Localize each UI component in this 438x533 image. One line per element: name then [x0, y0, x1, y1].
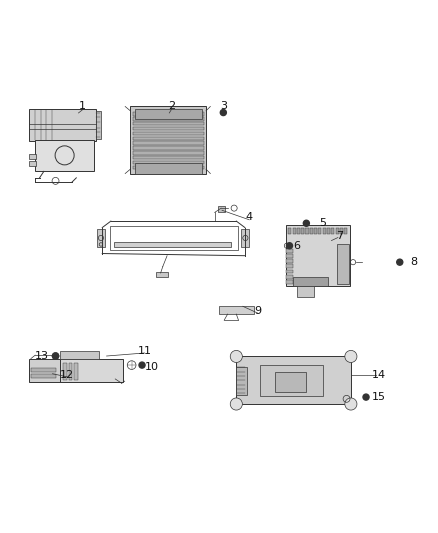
Bar — [29, 154, 35, 159]
Bar — [133, 156, 204, 159]
Bar — [29, 109, 96, 141]
Circle shape — [286, 243, 293, 249]
Bar — [133, 117, 204, 120]
Bar — [133, 146, 204, 150]
Bar — [344, 228, 347, 234]
Text: 12: 12 — [60, 370, 74, 381]
Circle shape — [345, 398, 357, 410]
Circle shape — [230, 398, 242, 410]
Bar — [218, 206, 226, 212]
Bar — [314, 228, 317, 234]
Bar — [68, 363, 72, 380]
Circle shape — [304, 220, 309, 227]
Bar — [96, 111, 101, 139]
Text: 11: 11 — [138, 346, 152, 356]
Bar — [133, 161, 204, 164]
Bar — [133, 166, 204, 169]
Bar — [310, 228, 313, 234]
Bar — [241, 229, 249, 247]
Bar — [35, 140, 94, 172]
Text: 9: 9 — [254, 305, 261, 316]
Bar — [293, 228, 296, 234]
Bar — [305, 228, 308, 234]
Bar — [337, 245, 349, 284]
Bar — [236, 357, 351, 404]
Bar — [286, 254, 293, 258]
Text: 10: 10 — [145, 362, 159, 372]
Bar — [74, 363, 78, 380]
Bar — [219, 306, 254, 314]
Circle shape — [53, 353, 59, 359]
Bar — [97, 229, 105, 247]
Text: 3: 3 — [220, 101, 227, 111]
Text: 5: 5 — [319, 218, 326, 228]
Bar — [64, 363, 67, 380]
Bar — [293, 277, 328, 286]
Bar — [286, 274, 293, 279]
Text: 8: 8 — [410, 257, 417, 267]
Bar — [236, 367, 247, 395]
Bar — [156, 272, 168, 277]
Bar — [60, 351, 99, 359]
Bar — [133, 141, 204, 145]
Bar — [275, 373, 306, 392]
Circle shape — [220, 109, 226, 116]
Text: 15: 15 — [372, 392, 386, 402]
Text: 7: 7 — [336, 231, 344, 241]
Bar — [134, 163, 202, 174]
Bar — [133, 151, 204, 155]
Bar — [29, 359, 60, 382]
Bar — [286, 225, 350, 286]
Circle shape — [139, 362, 145, 368]
Bar — [288, 228, 291, 234]
Bar — [31, 368, 56, 373]
Bar — [133, 112, 204, 116]
Bar — [131, 107, 206, 174]
Bar — [336, 228, 339, 234]
Circle shape — [230, 350, 242, 362]
Bar — [297, 286, 314, 297]
Bar — [340, 228, 343, 234]
Bar — [31, 374, 56, 378]
Bar — [260, 365, 323, 396]
Bar — [114, 242, 231, 247]
Bar — [327, 228, 330, 234]
Bar — [318, 228, 321, 234]
Text: 14: 14 — [372, 370, 386, 381]
Bar — [133, 136, 204, 140]
Text: 1: 1 — [79, 101, 86, 111]
Bar — [297, 228, 300, 234]
Bar — [110, 227, 237, 250]
Bar — [332, 228, 335, 234]
Bar — [286, 264, 293, 268]
Bar — [286, 259, 293, 263]
Bar — [29, 161, 35, 166]
Bar — [323, 228, 326, 234]
Bar — [133, 127, 204, 130]
Bar — [134, 109, 202, 119]
Circle shape — [397, 259, 403, 265]
Text: 4: 4 — [246, 212, 253, 222]
Circle shape — [345, 350, 357, 362]
Text: 6: 6 — [293, 241, 300, 251]
Bar — [286, 249, 293, 253]
Circle shape — [363, 394, 369, 400]
Bar — [60, 359, 123, 382]
Bar — [286, 280, 293, 284]
Text: 13: 13 — [35, 351, 49, 361]
Text: 2: 2 — [168, 101, 175, 111]
Bar — [133, 122, 204, 125]
Bar — [133, 132, 204, 135]
Bar — [301, 228, 304, 234]
Bar — [286, 270, 293, 273]
